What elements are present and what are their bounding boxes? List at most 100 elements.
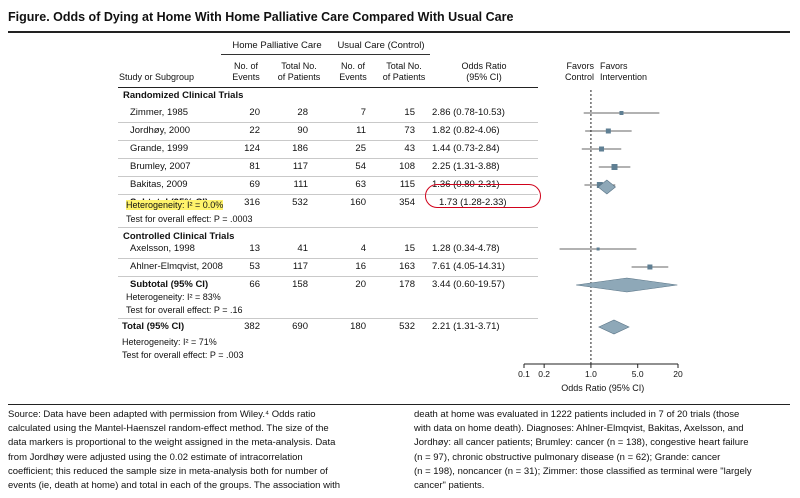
x-tick-label: 0.1 bbox=[518, 369, 530, 379]
summary-diamond bbox=[576, 277, 678, 293]
total-label: Total (95% CI) bbox=[122, 321, 185, 332]
total-intervention: 90 bbox=[297, 125, 308, 136]
col-header-total-1: Total No. of Patients bbox=[277, 61, 321, 82]
total-control: 354 bbox=[399, 197, 415, 208]
table-row: Brumley, 2007 81 117 54 108 2.25 (1.31-3… bbox=[8, 158, 538, 176]
table-row: Grande, 1999 124 186 25 43 1.44 (0.73-2.… bbox=[8, 140, 538, 158]
group-rule-intervention bbox=[221, 54, 331, 55]
overall-effect-note: Test for overall effect: P = .16 bbox=[126, 305, 243, 315]
x-tick-label: 5.0 bbox=[632, 369, 644, 379]
row-rule bbox=[118, 194, 538, 195]
total-intervention: 690 bbox=[292, 321, 308, 332]
col-header-events-1: No. of Events bbox=[232, 61, 260, 82]
total-intervention: 532 bbox=[292, 197, 308, 208]
highlight-circle bbox=[425, 184, 541, 208]
odds-ratio: 3.44 (0.60-19.57) bbox=[432, 279, 505, 290]
total-control: 15 bbox=[404, 107, 415, 118]
section-label-randomized: Randomized Clinical Trials bbox=[123, 90, 244, 101]
events-intervention: 316 bbox=[244, 197, 260, 208]
odds-ratio: 1.73 (1.28-2.33) bbox=[439, 197, 507, 208]
events-control: 25 bbox=[355, 143, 366, 154]
events-intervention: 81 bbox=[249, 161, 260, 172]
study-marker bbox=[605, 128, 611, 134]
odds-ratio: 2.86 (0.78-10.53) bbox=[432, 107, 505, 118]
group-header-intervention: Home Palliative Care bbox=[232, 40, 322, 51]
study-name: Ahlner-Elmqvist, 2008 bbox=[130, 261, 223, 272]
odds-ratio: 2.25 (1.31-3.88) bbox=[432, 161, 500, 172]
table-row: Ahlner-Elmqvist, 2008 53 117 16 163 7.61… bbox=[8, 258, 538, 276]
study-name: Brumley, 2007 bbox=[130, 161, 191, 172]
total-control: 43 bbox=[404, 143, 415, 154]
events-intervention: 22 bbox=[249, 125, 260, 136]
events-control: 63 bbox=[355, 179, 366, 190]
x-axis-label: Odds Ratio (95% CI) bbox=[561, 383, 644, 393]
odds-ratio: 2.21 (1.31-3.71) bbox=[432, 321, 500, 332]
events-control: 4 bbox=[360, 243, 366, 254]
row-rule bbox=[118, 318, 538, 319]
subtotal-row: Subtotal (95% CI) 66 158 20 178 3.44 (0.… bbox=[8, 276, 538, 294]
total-row: Total (95% CI) 382 690 180 532 2.21 (1.3… bbox=[8, 318, 538, 336]
events-intervention: 124 bbox=[244, 143, 260, 154]
favors-intervention-label: Favors Intervention bbox=[600, 61, 648, 82]
x-tick-label: 0.2 bbox=[538, 369, 550, 379]
total-intervention: 28 bbox=[297, 107, 308, 118]
study-marker bbox=[596, 247, 600, 251]
study-name: Axelsson, 1998 bbox=[130, 243, 195, 254]
study-name: Jordhøy, 2000 bbox=[130, 125, 191, 136]
section-label-controlled: Controlled Clinical Trials bbox=[123, 231, 235, 242]
x-tick-label: 20 bbox=[673, 369, 683, 379]
footnote-left: Source: Data have been adapted with perm… bbox=[8, 409, 340, 492]
total-intervention: 117 bbox=[292, 161, 308, 172]
study-marker bbox=[611, 164, 618, 170]
table-row: Axelsson, 1998 13 41 4 15 1.28 (0.34-4.7… bbox=[8, 240, 538, 258]
study-name: Zimmer, 1985 bbox=[130, 107, 189, 118]
total-control: 15 bbox=[404, 243, 415, 254]
header-rule bbox=[118, 87, 538, 88]
odds-ratio: 7.61 (4.05-14.31) bbox=[432, 261, 505, 272]
events-control: 16 bbox=[355, 261, 366, 272]
total-intervention: 111 bbox=[293, 179, 308, 190]
row-rule bbox=[118, 276, 538, 277]
row-rule bbox=[118, 258, 538, 259]
odds-ratio: 1.82 (0.82-4.06) bbox=[432, 125, 500, 136]
table-row: Jordhøy, 2000 22 90 11 73 1.82 (0.82-4.0… bbox=[8, 122, 538, 140]
events-intervention: 20 bbox=[249, 107, 260, 118]
total-control: 532 bbox=[399, 321, 415, 332]
study-name: Grande, 1999 bbox=[130, 143, 189, 154]
total-intervention: 117 bbox=[292, 261, 308, 272]
events-control: 11 bbox=[356, 125, 366, 136]
study-name: Bakitas, 2009 bbox=[130, 179, 188, 190]
table-row: Zimmer, 1985 20 28 7 15 2.86 (0.78-10.53… bbox=[8, 104, 538, 122]
col-header-odds-ratio: Odds Ratio (95% CI) bbox=[461, 61, 507, 82]
events-control: 20 bbox=[355, 279, 366, 290]
total-control: 73 bbox=[404, 125, 415, 136]
total-control: 108 bbox=[399, 161, 415, 172]
events-intervention: 66 bbox=[249, 279, 260, 290]
forest-plot: 0.1 0.2 1.0 5.0 20 Odds Ratio (95% CI) bbox=[518, 90, 683, 393]
summary-diamond bbox=[597, 179, 616, 195]
total-intervention: 158 bbox=[292, 279, 308, 290]
study-marker bbox=[619, 111, 624, 115]
title-rule bbox=[8, 31, 790, 33]
total-control: 178 bbox=[399, 279, 415, 290]
row-rule bbox=[118, 140, 538, 141]
group-header-control: Usual Care (Control) bbox=[337, 40, 425, 51]
total-intervention: 41 bbox=[297, 243, 308, 254]
total-control: 163 bbox=[399, 261, 415, 272]
odds-ratio: 1.44 (0.73-2.84) bbox=[432, 143, 500, 154]
events-control: 7 bbox=[360, 107, 366, 118]
row-rule bbox=[118, 176, 538, 177]
total-control: 115 bbox=[399, 179, 415, 190]
study-marker bbox=[599, 146, 605, 152]
col-header-events-2: No. of Events bbox=[339, 61, 367, 82]
events-intervention: 53 bbox=[249, 261, 260, 272]
study-marker bbox=[647, 264, 653, 270]
heterogeneity-note: Heterogeneity: I² = 83% bbox=[126, 292, 221, 302]
row-rule bbox=[118, 158, 538, 159]
heterogeneity-note: Heterogeneity: I² = 0.0% bbox=[126, 200, 224, 210]
total-heterogeneity-note: Heterogeneity: I² = 71% bbox=[122, 337, 217, 347]
events-control: 160 bbox=[350, 197, 366, 208]
subtotal-label: Subtotal (95% CI) bbox=[130, 279, 209, 290]
total-intervention: 186 bbox=[292, 143, 308, 154]
events-intervention: 13 bbox=[249, 243, 260, 254]
